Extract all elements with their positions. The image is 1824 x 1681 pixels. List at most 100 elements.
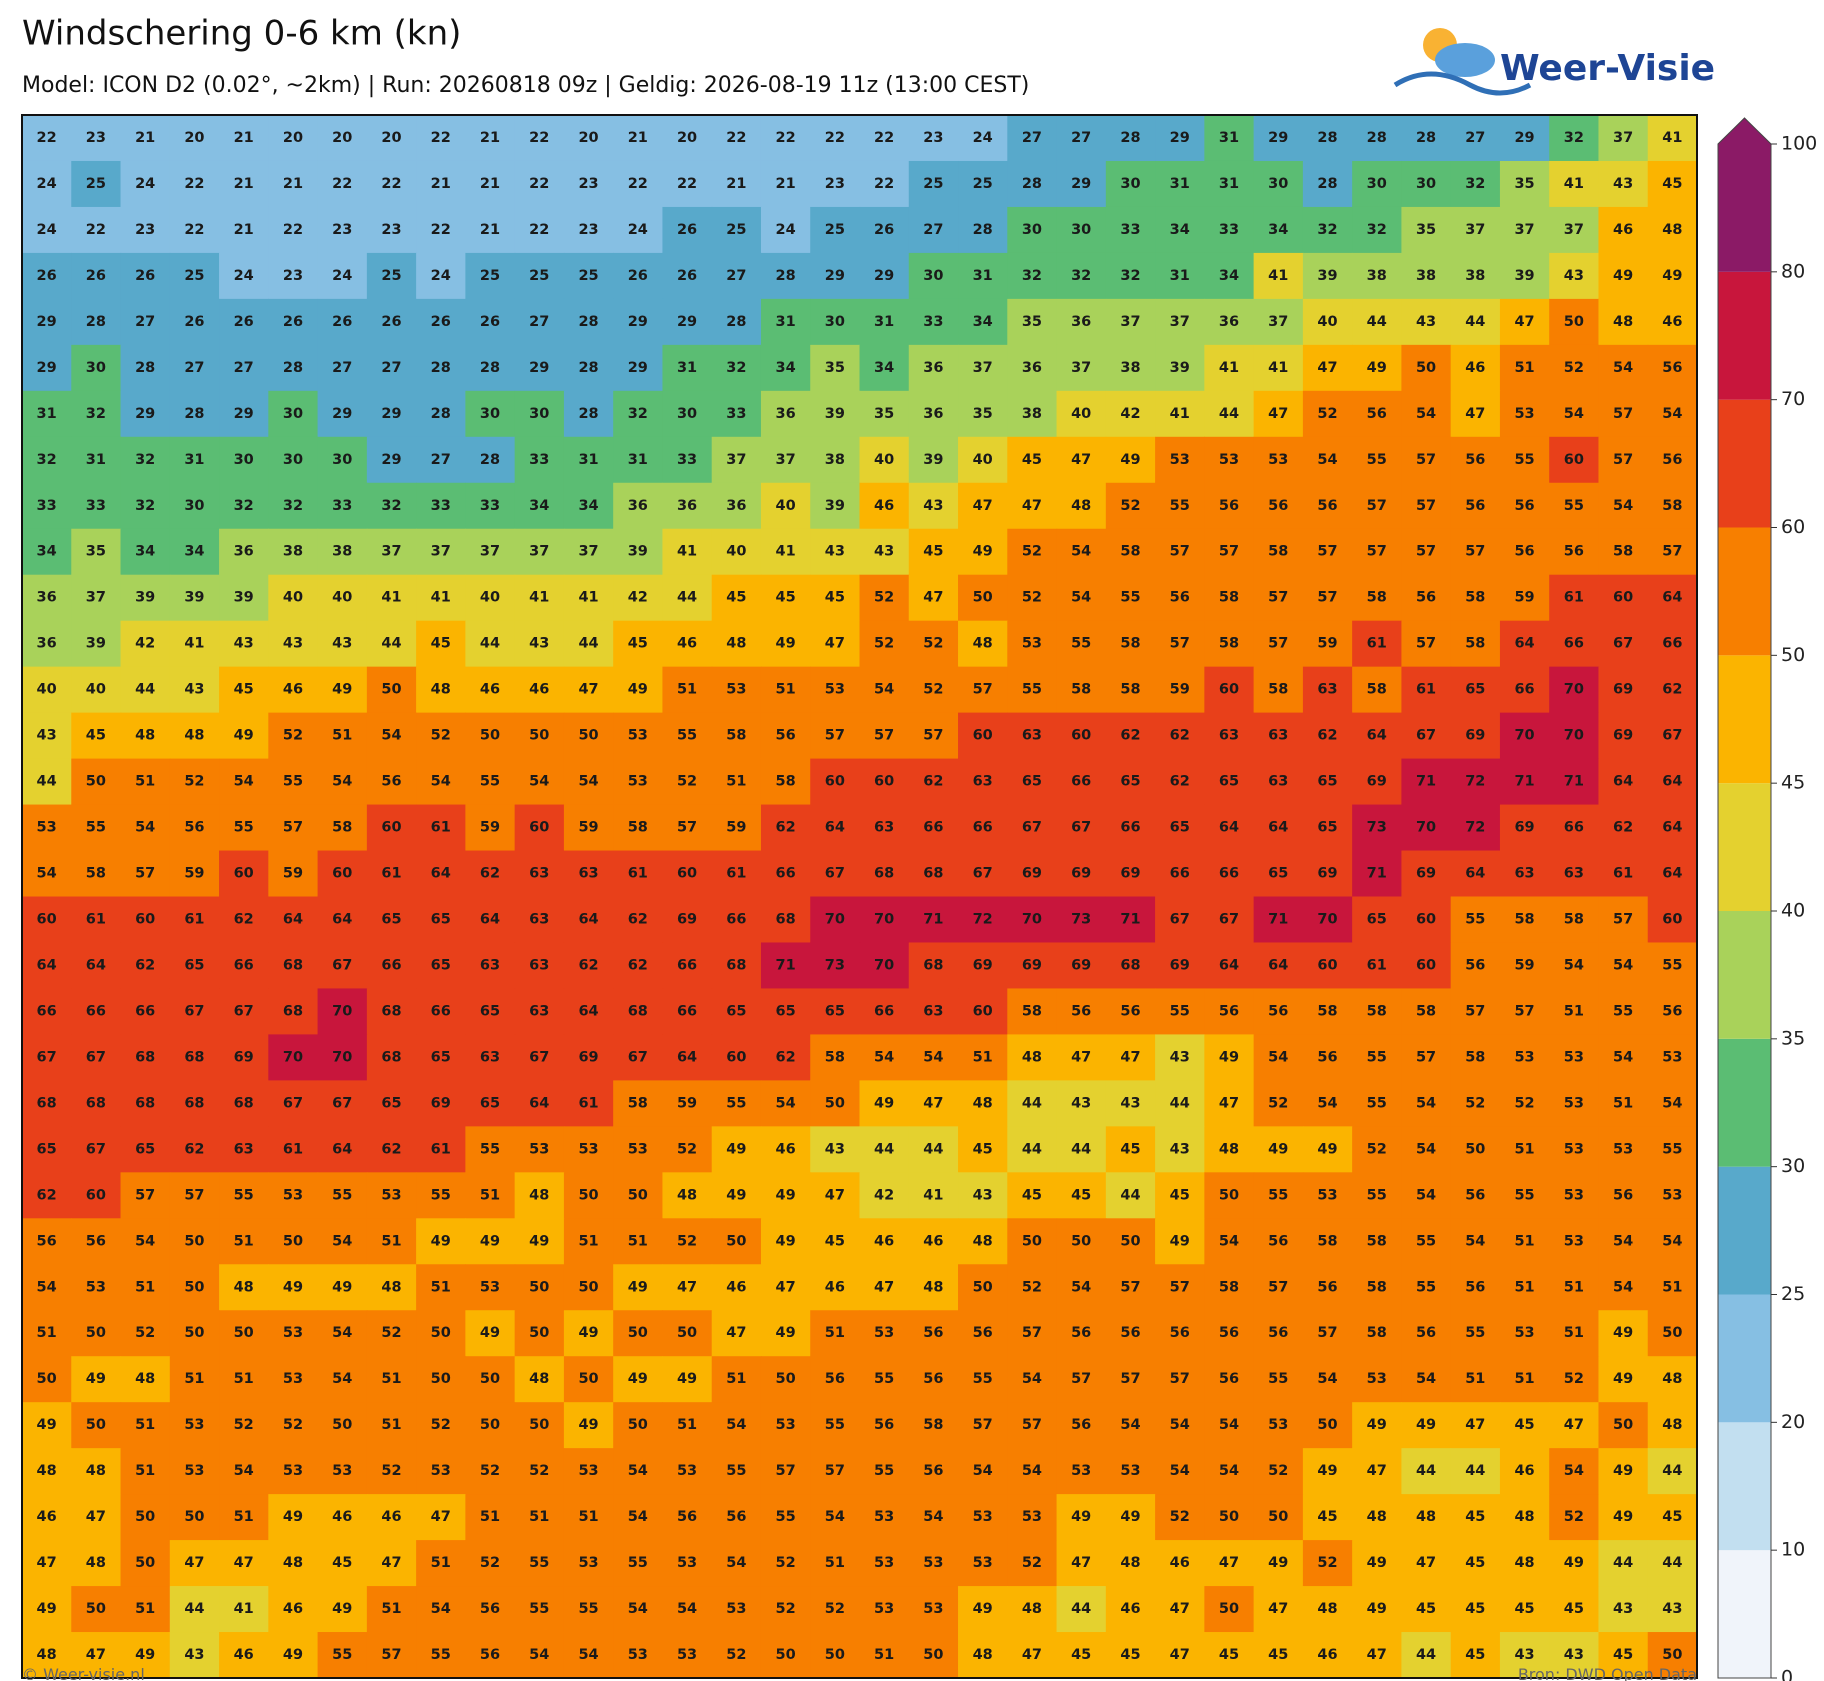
cell <box>958 712 1008 760</box>
cell-label: 21 <box>234 176 254 192</box>
cell-label: 30 <box>1071 222 1091 238</box>
cell-label: 26 <box>677 268 697 284</box>
cell-label: 49 <box>776 1233 796 1249</box>
cell-label: 58 <box>1120 636 1140 652</box>
cell <box>563 1172 614 1219</box>
cell-label: 37 <box>776 452 796 468</box>
colorbar-label: 25 <box>1781 1283 1805 1305</box>
cell <box>613 712 664 760</box>
cell <box>810 896 861 944</box>
cell-label: 24 <box>973 130 993 146</box>
cell <box>1352 1586 1403 1633</box>
cell-label: 55 <box>1564 498 1584 514</box>
cell-label: 45 <box>628 636 648 652</box>
cell-label: 56 <box>923 1463 943 1479</box>
cell <box>1450 758 1501 806</box>
cell-label: 65 <box>431 911 451 927</box>
cell-label: 57 <box>1465 544 1485 560</box>
cell <box>1450 528 1501 576</box>
cell <box>169 1310 220 1357</box>
cell <box>22 666 72 714</box>
cell <box>317 758 368 806</box>
cell-label: 24 <box>776 222 796 238</box>
cell-label: 51 <box>480 1509 500 1525</box>
cell <box>958 666 1008 714</box>
cell <box>662 1356 713 1403</box>
cell <box>908 1310 959 1357</box>
cell <box>416 1126 466 1173</box>
cell <box>120 252 171 300</box>
cell-label: 67 <box>184 1003 204 1019</box>
cell-label: 50 <box>135 1509 155 1525</box>
cell <box>1302 1402 1353 1449</box>
cell-label: 58 <box>1120 682 1140 698</box>
cell-label: 21 <box>480 222 500 238</box>
cell <box>1352 436 1403 484</box>
cell-label: 36 <box>37 590 57 606</box>
cell <box>22 390 72 438</box>
cell <box>71 850 122 898</box>
cell-label: 65 <box>184 957 204 973</box>
cell-label: 67 <box>1613 636 1633 652</box>
cell-label: 44 <box>480 636 500 652</box>
cell-label: 30 <box>1367 176 1387 192</box>
cell <box>1155 1402 1205 1449</box>
cell-label: 42 <box>628 590 648 606</box>
cell <box>120 712 171 760</box>
cell-label: 69 <box>973 957 993 973</box>
cell <box>219 1126 269 1173</box>
cell-label: 29 <box>677 314 697 330</box>
cell <box>71 1540 122 1587</box>
cell-label: 57 <box>825 728 845 744</box>
cell-label: 41 <box>529 590 549 606</box>
cell-label: 70 <box>1564 728 1584 744</box>
cell-label: 57 <box>1367 498 1387 514</box>
cell-label: 49 <box>1170 1233 1190 1249</box>
cell <box>120 1172 171 1219</box>
cell <box>1056 942 1107 990</box>
cell <box>1401 1172 1452 1219</box>
cell <box>1105 1540 1156 1587</box>
cell-label: 40 <box>480 590 500 606</box>
cell-label: 50 <box>184 1233 204 1249</box>
cell-label: 28 <box>431 360 451 376</box>
cell <box>613 1310 664 1357</box>
cell <box>169 1494 220 1541</box>
cell-label: 55 <box>1022 682 1042 698</box>
cell <box>169 1632 220 1679</box>
cell-label: 50 <box>1219 1601 1239 1617</box>
cell <box>22 1034 72 1081</box>
cell <box>958 528 1008 576</box>
cell-label: 65 <box>726 1003 746 1019</box>
cell <box>1450 712 1501 760</box>
cell <box>1105 1356 1156 1403</box>
cell-label: 64 <box>1662 820 1682 836</box>
cell-label: 58 <box>1465 590 1485 606</box>
cell-label: 28 <box>135 360 155 376</box>
cell <box>465 436 516 484</box>
cell-label: 58 <box>1613 544 1633 560</box>
cell-label: 31 <box>677 360 697 376</box>
cell <box>22 988 72 1036</box>
cell <box>1549 1218 1600 1265</box>
cell-label: 52 <box>1465 1095 1485 1111</box>
cell-label: 63 <box>973 774 993 790</box>
cell <box>317 666 368 714</box>
cell <box>268 1034 319 1081</box>
cell <box>711 1080 762 1127</box>
cell <box>563 574 614 622</box>
cell-label: 36 <box>677 498 697 514</box>
cell <box>1204 1448 1255 1495</box>
cell <box>859 850 910 898</box>
cell-label: 53 <box>1170 452 1190 468</box>
cell <box>366 115 417 162</box>
cell-label: 57 <box>973 682 993 698</box>
cell-label: 67 <box>332 957 352 973</box>
cell <box>22 344 72 392</box>
cell <box>366 1126 417 1173</box>
cell-label: 66 <box>726 911 746 927</box>
cell <box>908 528 959 576</box>
cell-label: 49 <box>628 1371 648 1387</box>
cell-label: 48 <box>1514 1555 1534 1571</box>
cell-label: 29 <box>381 452 401 468</box>
